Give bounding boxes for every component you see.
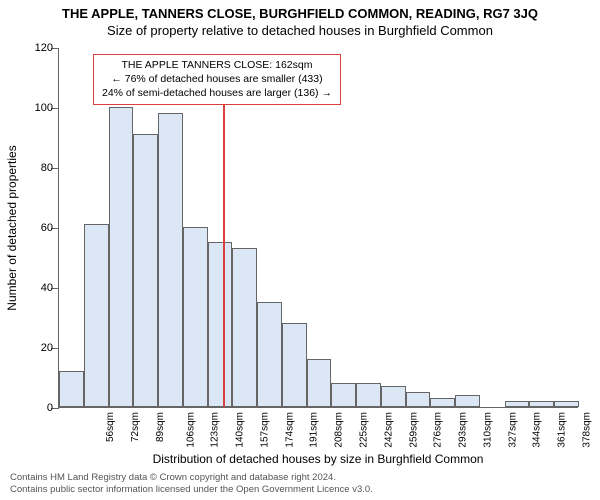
histogram-bar (529, 401, 554, 407)
histogram-bar (84, 224, 109, 407)
plot-area: 02040608010012056sqm72sqm89sqm106sqm123s… (58, 48, 578, 408)
x-tick-label: 174sqm (284, 412, 295, 448)
x-tick-label: 157sqm (260, 412, 271, 448)
annotation-box: THE APPLE TANNERS CLOSE: 162sqm← 76% of … (93, 54, 341, 105)
y-tick-label: 100 (25, 102, 53, 114)
x-tick-label: 310sqm (482, 412, 493, 448)
y-tick-label: 0 (25, 402, 53, 414)
y-tick-label: 40 (25, 282, 53, 294)
histogram-bar (455, 395, 480, 407)
chart-container: THE APPLE, TANNERS CLOSE, BURGHFIELD COM… (0, 0, 600, 500)
x-tick-label: 106sqm (185, 412, 196, 448)
annotation-line3: 24% of semi-detached houses are larger (… (102, 86, 332, 100)
x-tick-label: 123sqm (210, 412, 221, 448)
histogram-bar (109, 107, 134, 407)
histogram-bar (257, 302, 282, 407)
histogram-bar (406, 392, 431, 407)
histogram-bar (208, 242, 233, 407)
histogram-bar (430, 398, 455, 407)
plot-wrap: Number of detached properties 0204060801… (58, 48, 578, 408)
x-tick-label: 361sqm (557, 412, 568, 448)
y-tick-label: 20 (25, 342, 53, 354)
histogram-bar (356, 383, 381, 407)
x-axis-label: Distribution of detached houses by size … (153, 452, 484, 466)
x-tick-label: 140sqm (235, 412, 246, 448)
page-subtitle: Size of property relative to detached ho… (0, 21, 600, 38)
x-tick-label: 56sqm (105, 412, 116, 442)
histogram-bar (331, 383, 356, 407)
histogram-bar (554, 401, 579, 407)
footer-line1: Contains HM Land Registry data © Crown c… (10, 472, 373, 484)
x-tick-label: 344sqm (532, 412, 543, 448)
x-tick-label: 242sqm (383, 412, 394, 448)
x-tick-label: 327sqm (507, 412, 518, 448)
histogram-bar (505, 401, 530, 407)
x-tick-label: 89sqm (155, 412, 166, 442)
x-tick-label: 191sqm (309, 412, 320, 448)
x-tick-label: 259sqm (408, 412, 419, 448)
histogram-bar (232, 248, 257, 407)
histogram-bar (381, 386, 406, 407)
histogram-bar (183, 227, 208, 407)
y-tick-label: 120 (25, 42, 53, 54)
histogram-bar (282, 323, 307, 407)
y-tick-label: 60 (25, 222, 53, 234)
histogram-bar (59, 371, 84, 407)
y-axis-label: Number of detached properties (5, 145, 19, 310)
y-tick-label: 80 (25, 162, 53, 174)
x-tick-label: 225sqm (359, 412, 370, 448)
marker-line (223, 83, 225, 407)
histogram-bar (307, 359, 332, 407)
footer-line2: Contains public sector information licen… (10, 484, 373, 496)
page-title: THE APPLE, TANNERS CLOSE, BURGHFIELD COM… (0, 0, 600, 21)
histogram-bar (158, 113, 183, 407)
annotation-line2: ← 76% of detached houses are smaller (43… (102, 72, 332, 86)
annotation-line1: THE APPLE TANNERS CLOSE: 162sqm (102, 58, 332, 72)
x-tick-label: 208sqm (334, 412, 345, 448)
x-tick-label: 72sqm (130, 412, 141, 442)
x-tick-label: 378sqm (581, 412, 592, 448)
histogram-bar (133, 134, 158, 407)
x-tick-label: 293sqm (458, 412, 469, 448)
x-tick-label: 276sqm (433, 412, 444, 448)
footer-text: Contains HM Land Registry data © Crown c… (10, 472, 373, 496)
